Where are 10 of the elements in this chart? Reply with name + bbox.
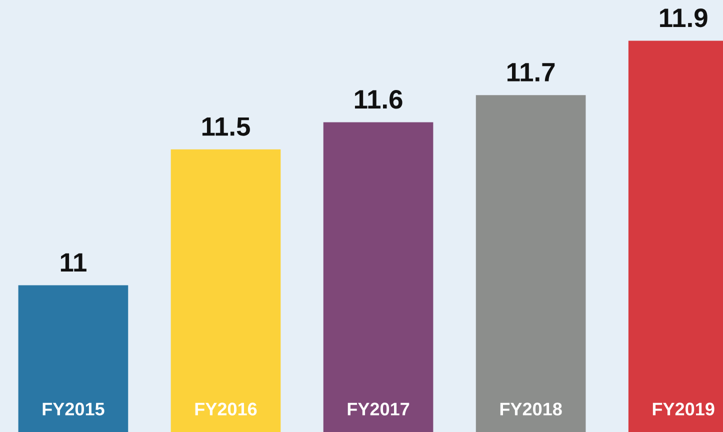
x-tick-label: FY2018 (500, 402, 562, 416)
x-tick-label: FY2019 (652, 402, 714, 416)
x-tick-label: FY2016 (195, 402, 257, 416)
data-label: 11 (60, 253, 86, 272)
data-label: 11.7 (508, 63, 555, 82)
data-label: 11.9 (660, 8, 708, 28)
data-label: 11.6 (354, 90, 402, 109)
data-label: 11.5 (202, 117, 250, 136)
x-tick-label: FY2015 (42, 402, 104, 416)
x-tick-label: FY2017 (348, 402, 410, 416)
